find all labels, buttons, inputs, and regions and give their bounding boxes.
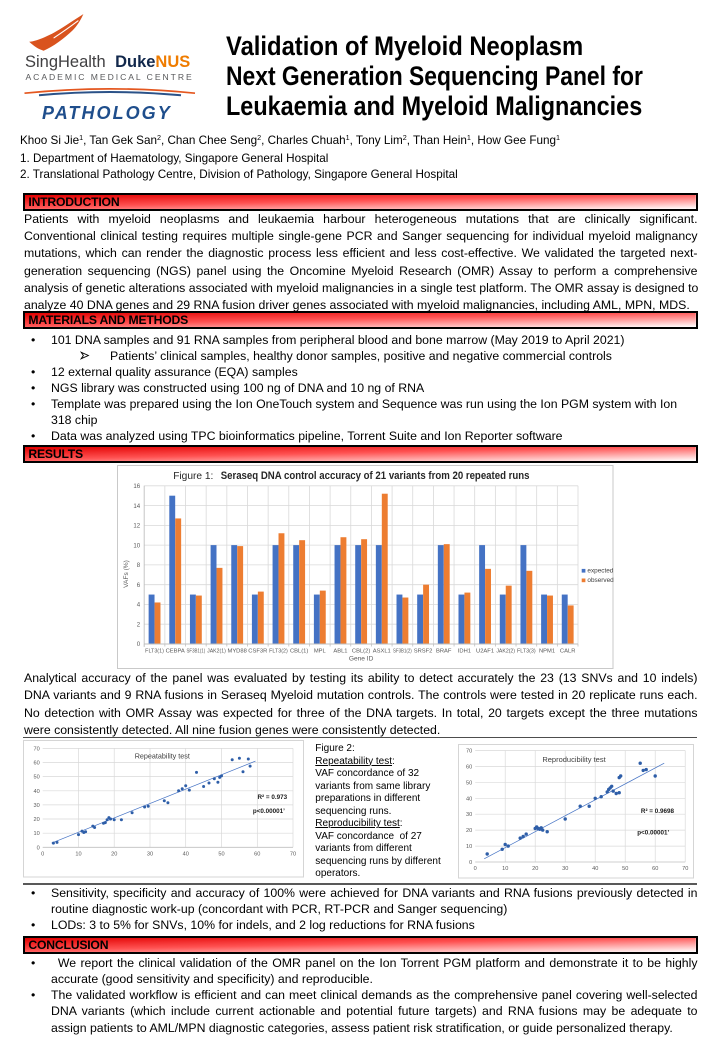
svg-text:20: 20	[111, 851, 117, 857]
svg-text:Reproducibility test: Reproducibility test	[542, 755, 606, 764]
svg-text:70: 70	[682, 866, 688, 872]
svg-text:10: 10	[133, 542, 140, 549]
svg-text:SF3B1(2): SF3B1(2)	[393, 648, 412, 654]
svg-text:NPM1: NPM1	[539, 648, 555, 654]
svg-text:10: 10	[466, 844, 472, 850]
svg-text:60: 60	[33, 761, 39, 767]
svg-text:0: 0	[137, 641, 141, 648]
svg-text:60: 60	[254, 851, 260, 857]
svg-text:SRSF2: SRSF2	[414, 648, 433, 654]
svg-text:50: 50	[218, 851, 224, 857]
svg-text:50: 50	[33, 775, 39, 781]
svg-text:Gene ID: Gene ID	[349, 656, 374, 663]
svg-text:40: 40	[33, 789, 39, 795]
svg-text:Seraseq DNA control accuracy o: Seraseq DNA control accuracy of 21 varia…	[221, 470, 530, 482]
svg-text:0: 0	[474, 866, 477, 872]
svg-text:70: 70	[466, 749, 472, 755]
svg-text:40: 40	[466, 796, 472, 802]
svg-text:R² = 0.9698: R² = 0.9698	[641, 808, 675, 815]
svg-text:30: 30	[33, 803, 39, 809]
svg-text:20: 20	[33, 817, 39, 823]
svg-text:U2AF1: U2AF1	[476, 648, 494, 654]
svg-text:16: 16	[133, 483, 140, 490]
svg-text:IDH1: IDH1	[458, 648, 471, 654]
svg-text:20: 20	[466, 828, 472, 834]
svg-text:p<0.00001’: p<0.00001’	[253, 808, 285, 815]
svg-text:70: 70	[33, 746, 39, 752]
svg-text:FLT3(2): FLT3(2)	[269, 648, 288, 654]
svg-text:2: 2	[137, 621, 141, 628]
svg-text:MPL: MPL	[314, 648, 327, 654]
svg-text:10: 10	[502, 866, 508, 872]
svg-text:14: 14	[133, 503, 140, 510]
svg-text:70: 70	[290, 851, 296, 857]
svg-text:60: 60	[466, 764, 472, 770]
svg-text:50: 50	[622, 866, 628, 872]
svg-text:CBL(1): CBL(1)	[290, 648, 308, 654]
svg-text:6: 6	[137, 582, 141, 589]
svg-text:FLT3(3): FLT3(3)	[517, 648, 536, 654]
svg-text:Figure 1:: Figure 1:	[173, 471, 213, 482]
svg-text:CALR: CALR	[560, 648, 575, 654]
svg-text:Repeatability test: Repeatability test	[135, 752, 190, 761]
svg-text:30: 30	[562, 866, 568, 872]
svg-text:60: 60	[652, 866, 658, 872]
svg-text:4: 4	[137, 602, 141, 609]
svg-text:10: 10	[33, 831, 39, 837]
svg-text:FLT3(1): FLT3(1)	[145, 648, 164, 654]
svg-text:ASXL1: ASXL1	[373, 648, 391, 654]
svg-text:JAK2(1): JAK2(1)	[207, 648, 226, 654]
svg-text:8: 8	[137, 562, 141, 569]
svg-text:0: 0	[41, 851, 44, 857]
svg-text:12: 12	[133, 523, 140, 530]
svg-text:MYD88: MYD88	[227, 648, 246, 654]
svg-text:VAFs (%): VAFs (%)	[123, 560, 130, 588]
svg-text:expected: expected	[587, 568, 613, 575]
svg-text:observed: observed	[587, 577, 613, 584]
svg-text:30: 30	[466, 812, 472, 818]
svg-text:p<0.00001’: p<0.00001’	[637, 829, 669, 836]
svg-text:ABL1: ABL1	[333, 648, 347, 654]
svg-text:30: 30	[147, 851, 153, 857]
svg-text:CSF3R: CSF3R	[248, 648, 267, 654]
svg-text:0: 0	[469, 860, 472, 866]
svg-text:0: 0	[37, 845, 40, 851]
svg-text:R² = 0.973: R² = 0.973	[258, 794, 288, 801]
svg-text:CEBPA: CEBPA	[166, 648, 185, 654]
svg-text:BRAF: BRAF	[436, 648, 452, 654]
svg-text:50: 50	[466, 780, 472, 786]
svg-text:20: 20	[532, 866, 538, 872]
svg-text:SF3B1(1): SF3B1(1)	[186, 648, 205, 654]
svg-text:40: 40	[183, 851, 189, 857]
svg-text:40: 40	[592, 866, 598, 872]
svg-text:CBL(2): CBL(2)	[352, 648, 370, 654]
svg-text:JAK2(2): JAK2(2)	[496, 648, 515, 654]
svg-text:10: 10	[75, 851, 81, 857]
